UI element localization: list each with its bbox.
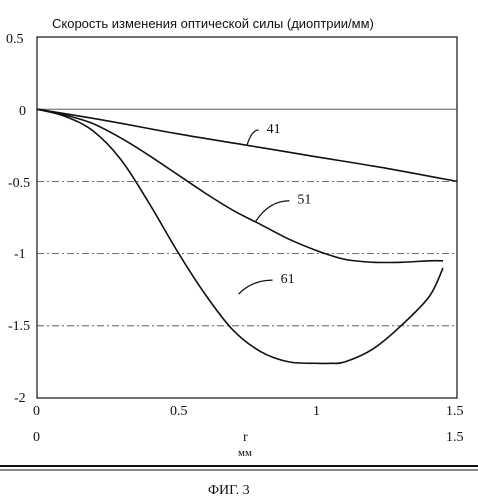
annotation-label: 51 (297, 193, 311, 208)
chart-title: Скорость изменения оптической силы (диоп… (52, 16, 374, 31)
x-tick-label: 0.5 (170, 404, 188, 419)
x-axis: 0 0.5 1 1.5 0 1.5 r мм (33, 404, 464, 459)
y-tick-label: 0 (19, 104, 26, 119)
x-tick-label-lower: 1.5 (446, 430, 464, 445)
annotation-label: 41 (267, 122, 281, 137)
x-tick-label: 1 (313, 404, 320, 419)
y-tick-label: 0.5 (6, 32, 24, 47)
annotation-leader (255, 201, 289, 222)
annotation-leader (247, 130, 259, 145)
x-tick-label: 0 (33, 404, 40, 419)
x-axis-unit: мм (238, 447, 252, 459)
series-51-line (37, 109, 443, 262)
y-axis: 0.5 0 -0.5 -1 -1.5 -2 (6, 32, 30, 406)
plot-area: 41 51 61 (37, 37, 457, 398)
annotation-leader (239, 280, 273, 294)
x-tick-label: 1.5 (446, 404, 464, 419)
y-tick-label: -2 (14, 391, 26, 406)
series-layer (37, 109, 457, 363)
series-61-line (37, 109, 443, 363)
annotation-layer: 41 51 61 (239, 122, 312, 294)
annotation-label: 61 (281, 272, 295, 287)
x-axis-label: r (243, 430, 248, 445)
y-tick-label: -1 (14, 247, 26, 262)
y-tick-label: -1.5 (8, 319, 30, 334)
y-tick-label: -0.5 (8, 176, 30, 191)
figure-caption: ФИГ. 3 (208, 483, 250, 498)
x-tick-label-lower: 0 (33, 430, 40, 445)
